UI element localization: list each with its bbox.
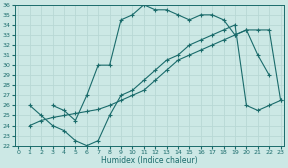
X-axis label: Humidex (Indice chaleur): Humidex (Indice chaleur) [101, 156, 198, 165]
